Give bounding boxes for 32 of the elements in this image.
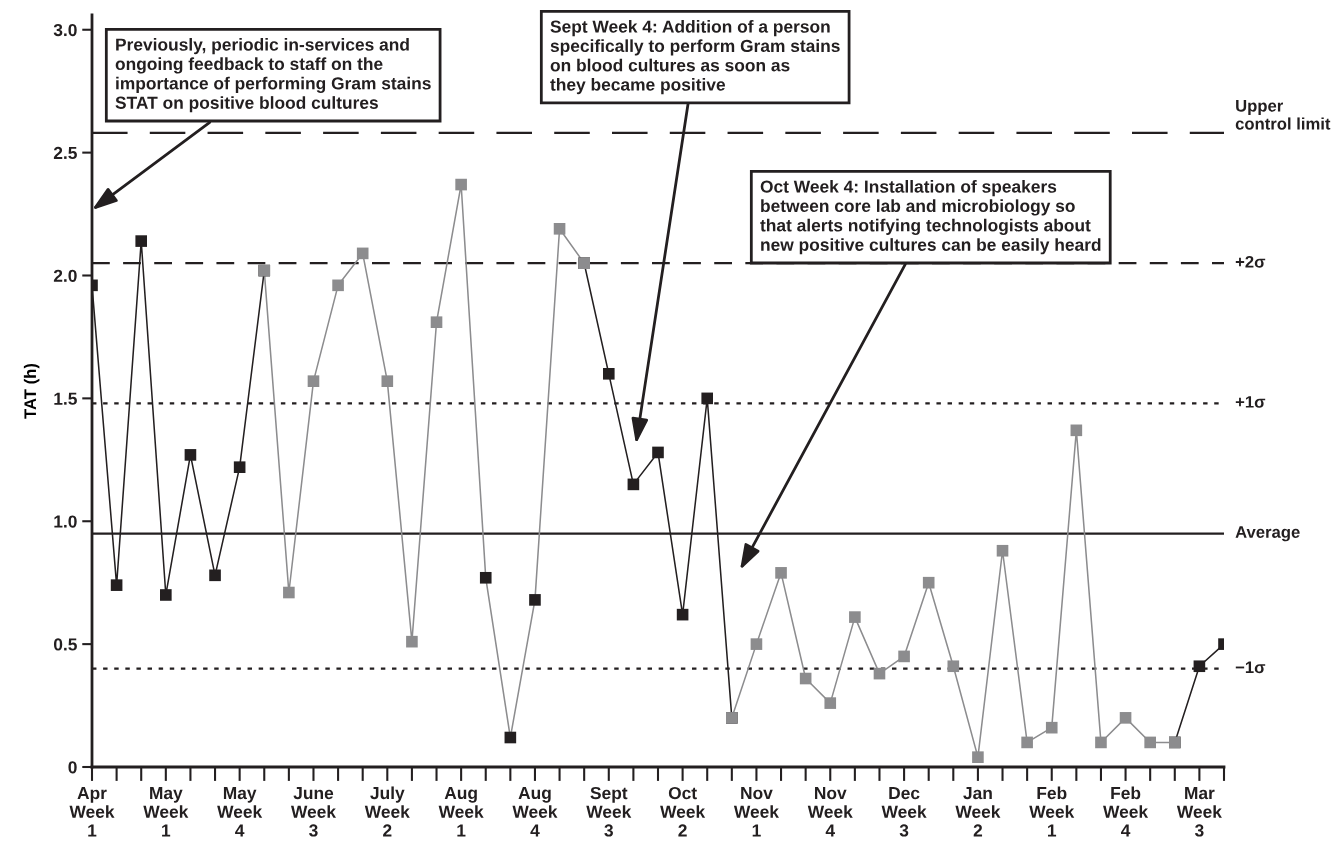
ref-line-label: −1σ: [1235, 661, 1266, 674]
annotation: Sept Week 4: Addition of a person specifically to perform Gram stains on blood cultures as soon as they became positive: [550, 20, 840, 95]
annotation: Oct Week 4: Installation of speakers between core lab and microbiology so that alerts notifying technologists about new positive cultures can be easily heard: [760, 180, 1101, 255]
y-tick-label: 2.0: [53, 269, 77, 282]
x-tick-label: Nov Week 1: [733, 787, 779, 837]
ref-line-label: Average: [1235, 526, 1300, 542]
x-tick-label: Jan Week 2: [955, 787, 1001, 837]
x-tick-label: Apr Week 1: [69, 787, 115, 837]
x-tick-label: Sept Week 3: [586, 786, 632, 837]
y-tick-label: 0.5: [53, 638, 77, 651]
y-tick-label: 1.0: [54, 515, 77, 528]
ref-line-label: Upper control limit: [1235, 100, 1331, 130]
annotation: Previously, periodic in-services and ongoing feedback to staff on the importance of performing Gram stains STAT on positive blood cultures: [115, 38, 431, 113]
y-tick-label: 2.5: [53, 146, 77, 160]
y-axis-title: TAT (h): [23, 363, 40, 419]
y-tick-label: 1.5: [54, 392, 77, 405]
y-tick-label: 0: [68, 761, 77, 774]
x-tick-label: Aug Week 4: [512, 787, 558, 837]
x-tick-label: June Week 3: [290, 787, 337, 837]
x-tick-label: May Week 4: [217, 787, 263, 837]
x-tick-label: Dec Week 3: [881, 787, 927, 837]
x-tick-label: Oct Week 2: [660, 786, 706, 837]
y-tick-label: 3.0: [53, 23, 77, 37]
x-tick-label: Mar Week 3: [1176, 787, 1222, 837]
ref-line-label: +1σ: [1235, 396, 1266, 408]
x-tick-label: Nov Week 4: [807, 787, 853, 837]
ref-line-label: +2σ: [1235, 255, 1266, 268]
x-tick-label: Feb Week 4: [1103, 786, 1149, 837]
x-tick-label: Feb Week 1: [1029, 786, 1075, 837]
x-tick-label: July Week 2: [364, 786, 410, 837]
x-tick-label: May Week 1: [143, 787, 189, 837]
x-tick-label: Aug Week 1: [438, 787, 484, 837]
